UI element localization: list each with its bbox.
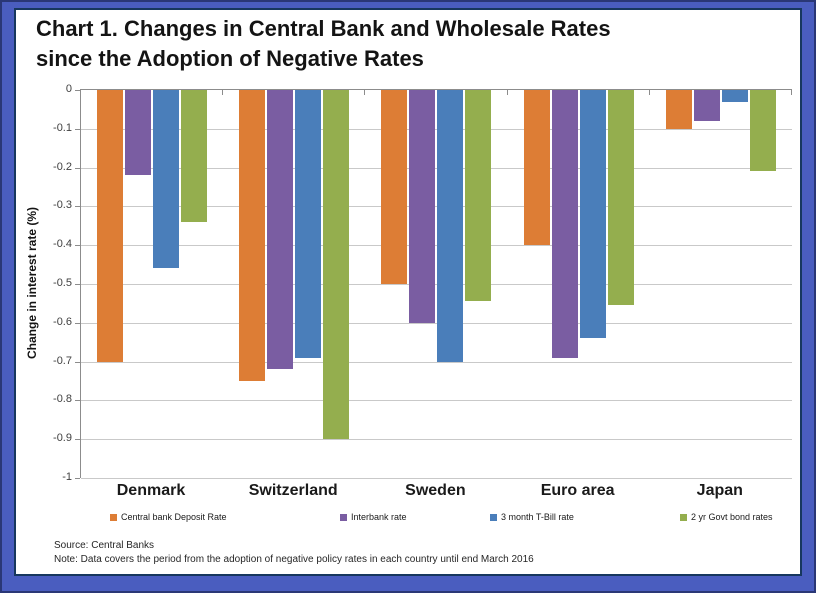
legend-item-label: Central bank Deposit Rate bbox=[121, 512, 227, 522]
y-axis-tick-label: -0.1 bbox=[53, 121, 72, 134]
y-axis-tick bbox=[75, 167, 80, 169]
y-axis-tick-label: -0.5 bbox=[53, 277, 72, 289]
x-axis-tick bbox=[364, 90, 366, 95]
bar-group bbox=[223, 90, 365, 478]
legend-color-swatch bbox=[110, 513, 117, 521]
gridline bbox=[81, 284, 792, 285]
y-axis-tick bbox=[75, 439, 80, 441]
gridline bbox=[81, 206, 792, 208]
legend-item: 2 yr Govt bond rates bbox=[680, 512, 773, 522]
bar-group bbox=[365, 90, 507, 478]
bar bbox=[749, 90, 776, 172]
y-axis-tick-label: 0 bbox=[65, 83, 72, 95]
category-label: Euro area bbox=[540, 482, 615, 499]
bar bbox=[465, 90, 492, 302]
y-axis-tick bbox=[75, 206, 80, 208]
legend-item-label: Interbank rate bbox=[351, 512, 407, 522]
y-axis-tick bbox=[75, 284, 80, 285]
bar-group bbox=[508, 90, 650, 478]
bar bbox=[665, 90, 692, 129]
y-axis-tick-label: -0.8 bbox=[53, 393, 72, 406]
bar-group bbox=[81, 90, 223, 478]
bar bbox=[693, 90, 720, 122]
bar bbox=[607, 90, 634, 306]
y-axis-tick-label: -0.9 bbox=[53, 432, 72, 445]
gridline bbox=[81, 322, 792, 324]
legend-item: Interbank rate bbox=[340, 512, 407, 522]
bar bbox=[551, 90, 578, 358]
bar bbox=[437, 90, 464, 362]
y-axis-tick-label: -0.2 bbox=[53, 160, 72, 173]
bar-group bbox=[650, 90, 792, 478]
chart-panel: Chart 1. Changes in Central Bank and Who… bbox=[14, 8, 802, 576]
gridline bbox=[81, 245, 792, 247]
legend-item-label: 3 month T-Bill rate bbox=[501, 512, 574, 522]
y-axis-tick bbox=[75, 245, 80, 247]
bar bbox=[721, 90, 748, 102]
bar bbox=[181, 90, 208, 222]
bar bbox=[125, 90, 152, 176]
y-axis-tick bbox=[75, 361, 80, 363]
legend-item: Central bank Deposit Rate bbox=[110, 512, 227, 522]
note-text: Note: Data covers the period from the ad… bbox=[54, 554, 534, 565]
y-axis-tick bbox=[75, 128, 80, 130]
y-axis-tick-label: -0.7 bbox=[53, 354, 72, 367]
gridline bbox=[81, 128, 792, 130]
category-label: Denmark bbox=[116, 482, 186, 499]
y-axis-tick bbox=[75, 478, 80, 479]
gridline bbox=[81, 400, 792, 402]
y-axis-tick-label: -0.3 bbox=[53, 199, 72, 212]
x-axis-tick bbox=[791, 90, 792, 95]
bar bbox=[267, 90, 294, 370]
category-label: Sweden bbox=[405, 482, 466, 499]
category-label: Switzerland bbox=[248, 482, 338, 499]
y-axis-tick bbox=[75, 90, 80, 91]
bar bbox=[409, 90, 436, 323]
bar bbox=[97, 90, 124, 362]
gridline bbox=[81, 478, 792, 479]
y-axis-tick-label: -1 bbox=[62, 471, 72, 483]
y-axis-tick-label: -0.6 bbox=[53, 315, 72, 328]
chart-title: Chart 1. Changes in Central Bank and Who… bbox=[36, 16, 611, 71]
x-axis-tick bbox=[222, 90, 224, 95]
bar bbox=[323, 90, 350, 440]
bar bbox=[239, 90, 266, 381]
bar bbox=[579, 90, 606, 339]
legend-color-swatch bbox=[680, 513, 687, 521]
plot-area bbox=[75, 89, 792, 479]
legend-item: 3 month T-Bill rate bbox=[490, 512, 574, 522]
legend-color-swatch bbox=[490, 513, 497, 521]
legend: Central bank Deposit Rate Interbank rate 3… bbox=[16, 512, 804, 526]
x-axis-tick bbox=[648, 90, 650, 95]
legend-color-swatch bbox=[340, 513, 347, 521]
category-label: Japan bbox=[696, 482, 743, 499]
bar bbox=[153, 90, 180, 269]
gridline bbox=[81, 167, 792, 169]
y-axis-tick-label: -0.4 bbox=[53, 238, 72, 251]
legend-item-label: 2 yr Govt bond rates bbox=[691, 512, 773, 522]
bar bbox=[381, 90, 408, 284]
bar bbox=[523, 90, 550, 246]
gridline bbox=[81, 439, 792, 441]
y-axis-tick bbox=[75, 322, 80, 324]
gridline bbox=[81, 361, 792, 363]
source-text: Source: Central Banks bbox=[54, 540, 155, 551]
y-axis-tick bbox=[75, 400, 80, 402]
bar bbox=[295, 90, 322, 358]
x-axis-tick bbox=[506, 90, 508, 95]
